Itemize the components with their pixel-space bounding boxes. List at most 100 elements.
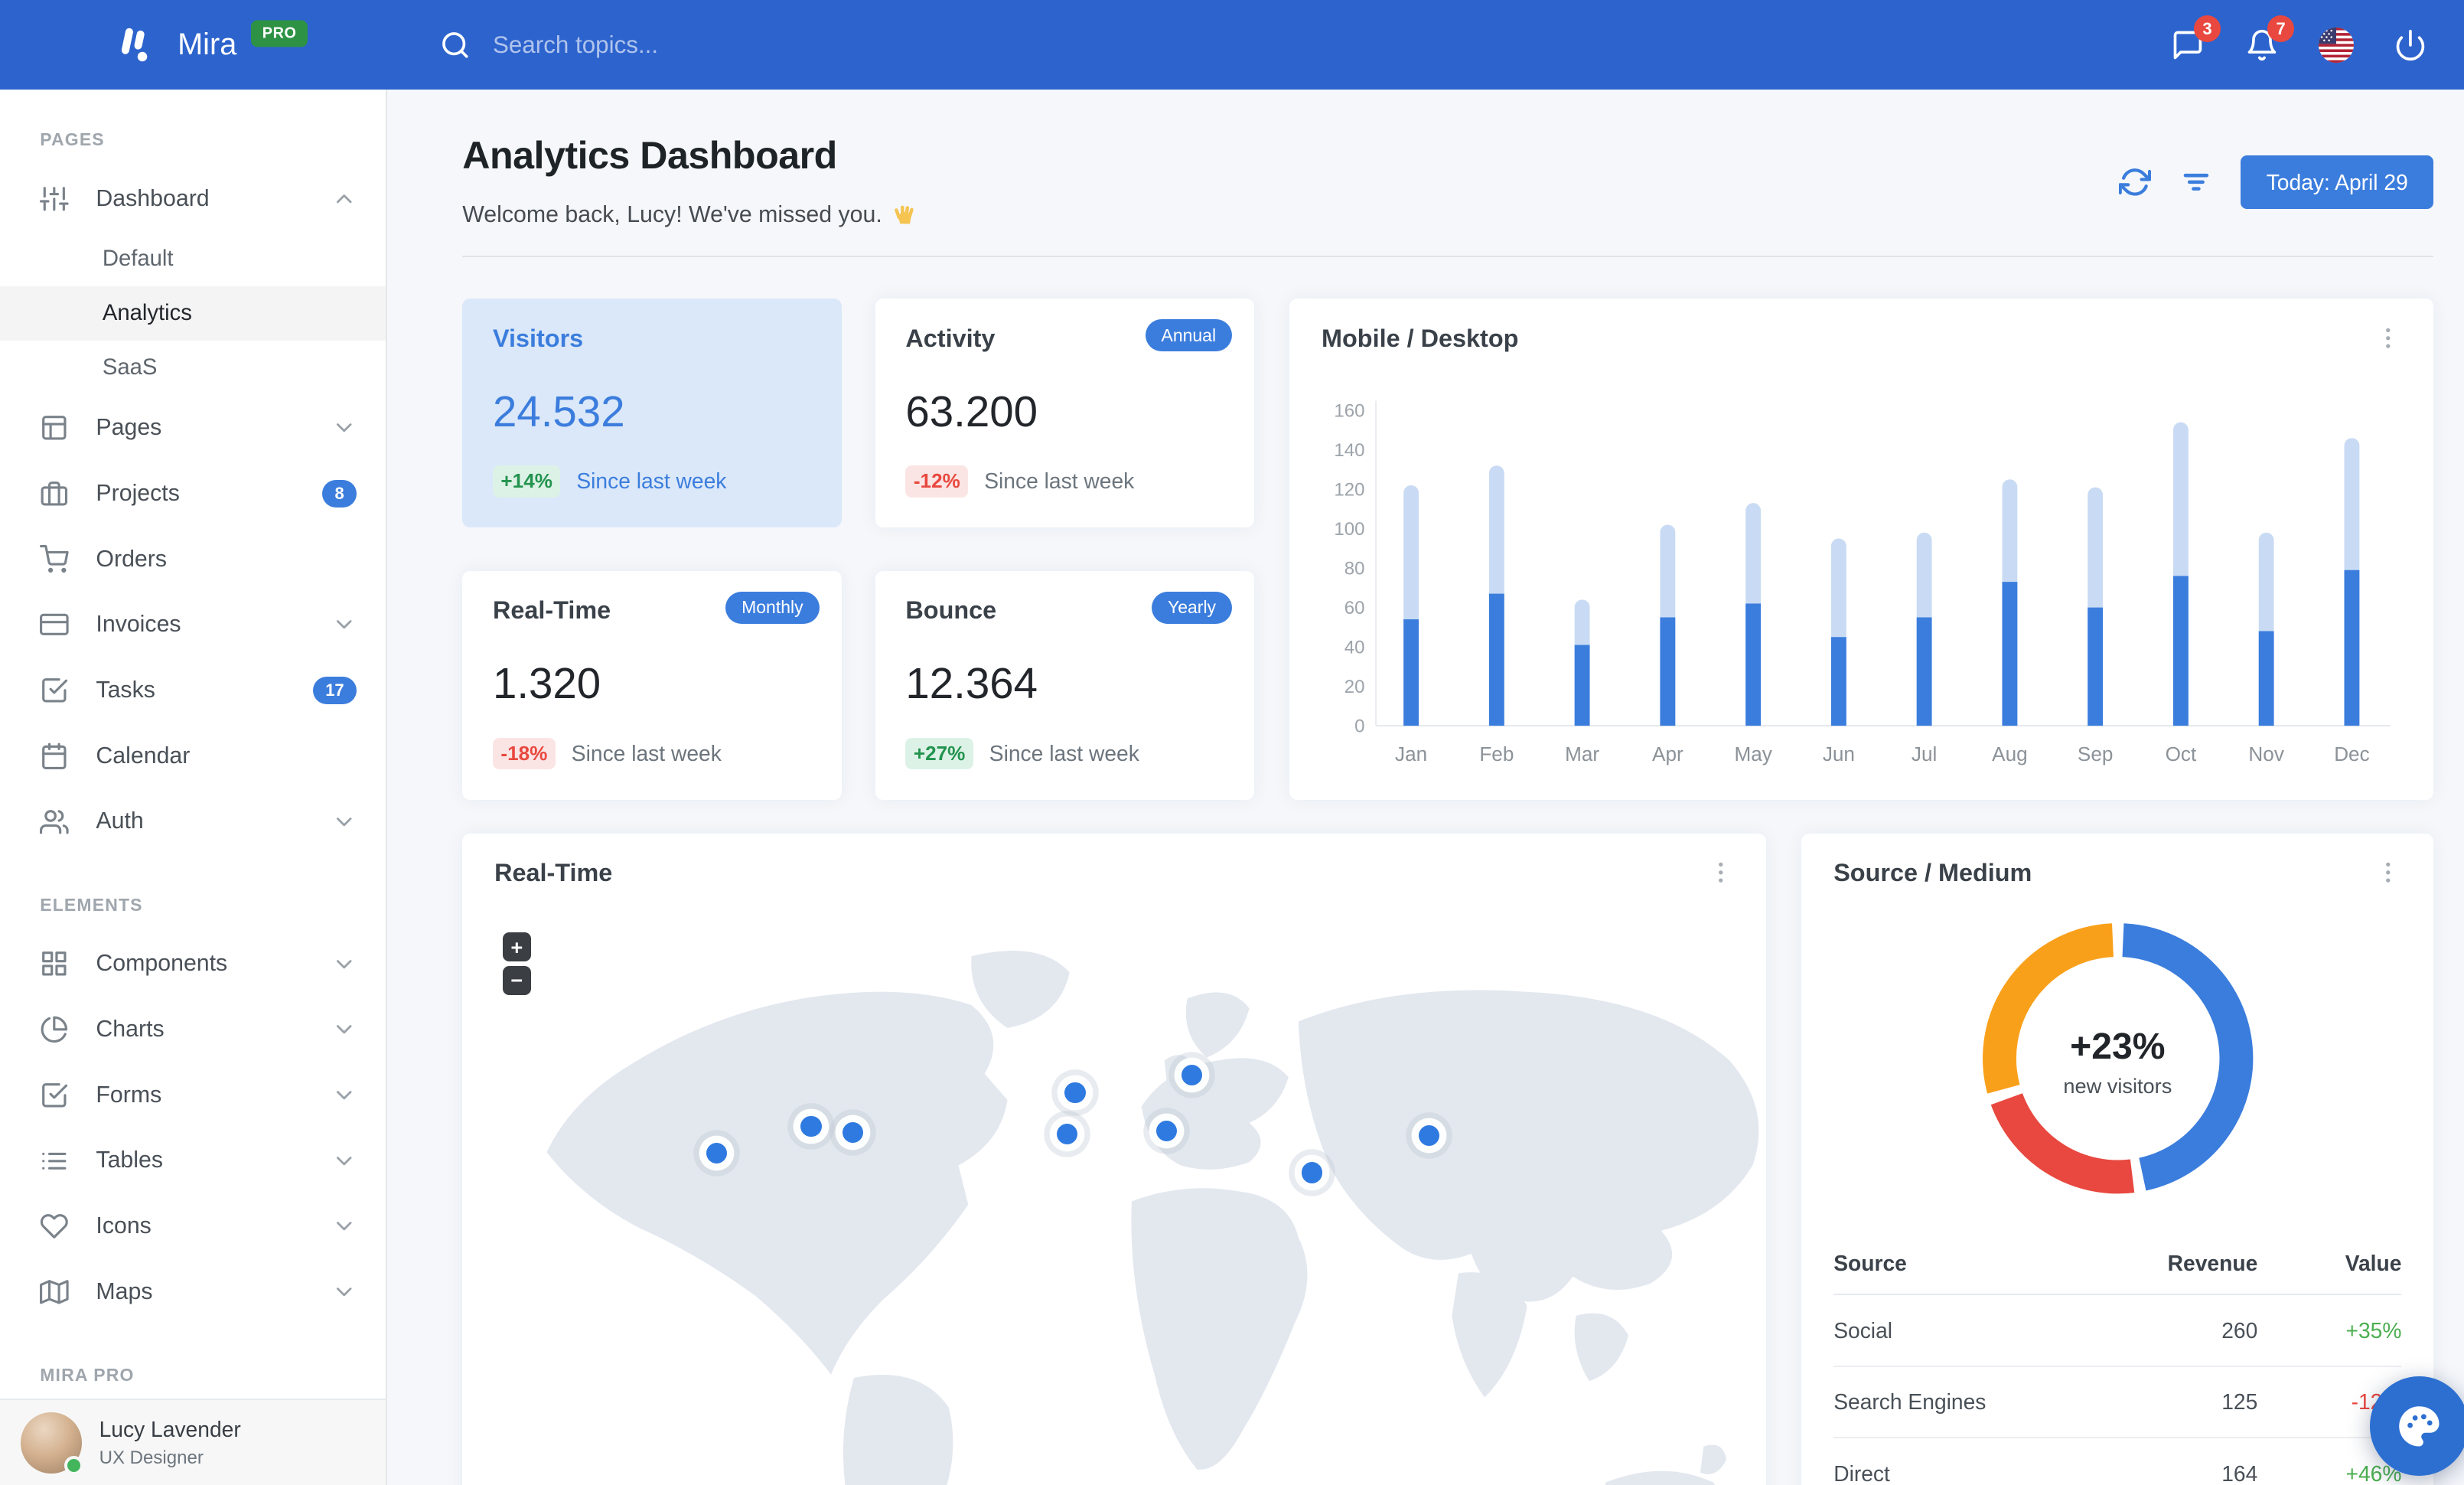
sliders-icon [40,184,69,214]
sidebar-item-forms[interactable]: Forms [0,1062,386,1128]
credit-card-icon [40,610,69,639]
theme-palette-button[interactable] [2369,1376,2464,1476]
map-marker[interactable] [1181,1064,1203,1085]
donut-center-label: +23% new visitors [1982,922,2254,1201]
world-map [546,950,1759,1485]
sidebar-item-dashboard[interactable]: Dashboard [0,166,386,232]
filter-icon[interactable] [2180,166,2212,198]
header-actions: Today: April 29 [2119,155,2434,210]
revenue-cell: 260 [2089,1294,2258,1367]
stat-cards-grid: Visitors 24.532 +14% Since last week Activit… [462,299,1255,800]
source-table-header-row: Source Revenue Value [1833,1233,2402,1296]
stat-card-period-badge: Yearly [1152,591,1232,624]
heart-icon [40,1212,69,1241]
sidebar-subitem-saas[interactable]: SaaS [102,355,158,380]
sidebar-item-tasks[interactable]: Tasks 17 [0,658,386,723]
page-header: Analytics Dashboard Welcome back, Lucy! … [462,133,2434,229]
source-card-title: Source / Medium [1833,859,2032,887]
calendar-icon [40,742,69,771]
navbar-actions: 3 7 [2171,15,2464,63]
sidebar-item-orders[interactable]: Orders [0,527,386,592]
svg-text:Jul: Jul [1912,742,1937,765]
sidebar-item-icons[interactable]: Icons [0,1193,386,1259]
refresh-icon[interactable] [2119,166,2152,198]
map-zoom-in-button[interactable]: + [502,932,532,961]
more-vertical-icon[interactable] [1707,859,1735,886]
value-cell: +35% [2257,1294,2402,1367]
map-marker[interactable] [1155,1120,1177,1142]
chevron-up-icon [331,186,357,211]
source-medium-card: Source / Medium +23% new visitors Source… [1801,833,2434,1485]
page-subtitle: Welcome back, Lucy! We've missed you. [462,201,919,229]
map-marker[interactable] [842,1122,863,1144]
search-input[interactable] [492,31,861,59]
more-vertical-icon[interactable] [2374,325,2402,352]
users-icon [40,808,69,837]
sidebar-subitem-default[interactable]: Default [102,246,174,271]
table-row: Social 260 +35% [1833,1294,2402,1367]
more-vertical-icon[interactable] [2374,859,2402,886]
user-name: Lucy Lavender [99,1417,241,1442]
map-icon [40,1278,69,1307]
source-medium-donut-chart [1982,923,2253,1194]
map-marker[interactable] [1057,1124,1078,1145]
sidebar-section-label: ELEMENTS [40,894,143,915]
sidebar-item-maps[interactable]: Maps [0,1259,386,1325]
sidebar: PAGES Dashboard Default Analytics SaaS Pages P… [0,90,387,1485]
stat-card-note: Since last week [571,740,722,765]
stat-card-title: Real-Time [492,596,611,625]
map-marker[interactable] [1301,1162,1323,1183]
donut-segment-search-engines [1990,1092,2134,1194]
sidebar-user[interactable]: Lucy Lavender UX Designer [0,1399,386,1485]
map-marker[interactable] [1418,1125,1439,1147]
sidebar-item-pages[interactable]: Pages [0,395,386,461]
sidebar-nav: PAGES Dashboard Default Analytics SaaS Pages P… [0,90,386,1402]
sidebar-subitem-analytics[interactable]: Analytics [0,286,386,341]
sidebar-item-components[interactable]: Components [0,931,386,997]
sidebar-item-invoices[interactable]: Invoices [0,592,386,658]
sidebar-item-auth[interactable]: Auth [0,789,386,855]
stat-card-delta-badge: +27% [905,737,973,770]
chart-card-title: Mobile / Desktop [1322,324,1519,352]
source-table-header: Revenue [2089,1233,2258,1296]
stat-card-value: 24.532 [492,387,625,436]
power-logout-icon[interactable] [2394,28,2427,62]
svg-text:80: 80 [1344,558,1365,579]
language-flag-icon[interactable] [2318,27,2354,63]
map-zoom-controls: + − [502,932,532,995]
stat-card-note: Since last week [576,468,727,494]
source-table-header: Source [1833,1233,2090,1296]
svg-text:Jan: Jan [1395,742,1427,765]
sidebar-item-badge: 8 [321,479,357,508]
check-square-icon [40,1081,69,1110]
sidebar-item-projects[interactable]: Projects 8 [0,461,386,527]
map-marker[interactable] [1064,1082,1086,1103]
svg-text:160: 160 [1334,400,1364,421]
svg-text:120: 120 [1334,479,1364,500]
sidebar-item-label: Tables [96,1147,163,1173]
pie-chart-icon [40,1015,69,1044]
date-range-button[interactable]: Today: April 29 [2241,155,2434,210]
chevron-down-icon [331,1082,357,1108]
main-content: Analytics Dashboard Welcome back, Lucy! … [387,90,2464,1485]
sidebar-item-calendar[interactable]: Calendar [0,723,386,789]
map-zoom-out-button[interactable]: − [502,966,532,995]
map-marker[interactable] [706,1143,728,1164]
sidebar-item-label: Tasks [96,677,155,703]
stat-card-value: 63.200 [905,387,1038,436]
sidebar-item-charts[interactable]: Charts [0,997,386,1062]
map-marker[interactable] [800,1115,822,1137]
messages-icon[interactable]: 3 [2171,15,2221,62]
svg-text:Sep: Sep [2078,742,2113,765]
chevron-down-icon [331,809,357,834]
notifications-bell-icon[interactable]: 7 [2245,15,2295,62]
messages-badge: 3 [2193,15,2221,43]
sidebar-item-tables[interactable]: Tables [0,1128,386,1194]
stat-card-delta-badge: -18% [492,737,556,770]
brand[interactable]: Mira PRO [0,20,387,67]
chevron-down-icon [331,951,357,977]
chevron-down-icon [331,1148,357,1173]
